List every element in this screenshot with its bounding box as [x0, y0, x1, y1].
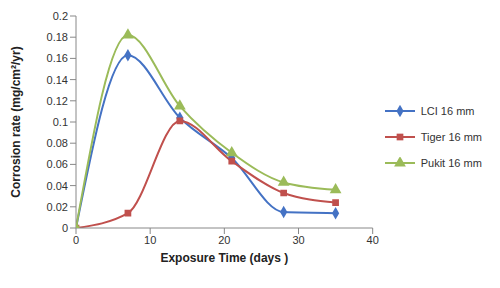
svg-text:0: 0	[62, 222, 68, 234]
svg-text:0.2: 0.2	[53, 10, 68, 22]
svg-text:0.14: 0.14	[47, 74, 68, 86]
svg-text:0.18: 0.18	[47, 31, 68, 43]
svg-text:40: 40	[367, 234, 379, 246]
html-text:Tiger 16 mm: Tiger 16 mm	[420, 131, 482, 143]
svg-text:0: 0	[73, 234, 79, 246]
svg-text:0.04: 0.04	[47, 180, 68, 192]
svg-text:0.06: 0.06	[47, 158, 68, 170]
svg-text:0.02: 0.02	[47, 201, 68, 213]
svg-text:0.16: 0.16	[47, 52, 68, 64]
svg-text:0.08: 0.08	[47, 137, 68, 149]
svg-text:Corrosion rate (mg/cm²/yr): Corrosion rate (mg/cm²/yr)	[9, 46, 23, 197]
svg-text:Exposure Time (days ): Exposure Time (days )	[160, 251, 288, 265]
svg-text:20: 20	[218, 234, 230, 246]
html-text:LCI 16 mm: LCI 16 mm	[420, 105, 475, 117]
svg-text:10: 10	[144, 234, 156, 246]
svg-text:0.1: 0.1	[53, 116, 68, 128]
svg-text:0.12: 0.12	[47, 95, 68, 107]
html-text:Pukit 16 mm: Pukit 16 mm	[420, 157, 482, 169]
svg-text:30: 30	[292, 234, 304, 246]
